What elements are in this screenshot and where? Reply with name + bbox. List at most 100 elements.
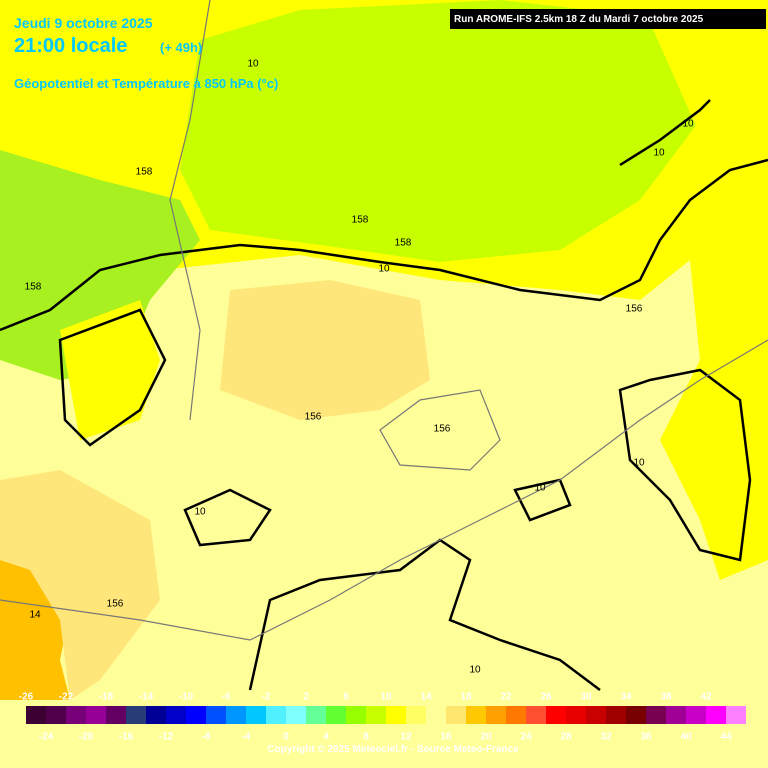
contour-label: 156 [305,412,322,423]
colorbar-label: 34 [620,692,632,703]
contour-label: 10 [378,264,390,275]
color-swatch [46,706,66,724]
color-swatch [126,706,146,724]
contour-label: 10 [534,483,546,494]
color-swatch [426,706,446,724]
copyright: Copyright © 2025 Meteociel.fr - Source M… [267,744,519,755]
color-swatch [26,706,46,724]
color-swatch [566,706,586,724]
color-swatch [546,706,566,724]
contour-label: 10 [469,665,481,676]
time: 21:00 locale [14,35,127,57]
contour-label: 156 [107,599,124,610]
field: Géopotentiel et Température à 850 hPa (°… [14,76,278,91]
colorbar-label: -26 [19,692,34,703]
colorbar-label: 4 [323,732,329,743]
color-swatch [586,706,606,724]
color-swatch [486,706,506,724]
colorbar-label: -16 [119,732,134,743]
colorbar-label: -12 [159,732,174,743]
contour-label: 10 [633,458,645,469]
color-swatch [246,706,266,724]
color-swatch [186,706,206,724]
contour-label: 158 [25,282,42,293]
contours [0,99,768,691]
color-swatch [726,706,746,724]
color-swatch [206,706,226,724]
colorbar-label: -6 [222,692,231,703]
color-swatch [606,706,626,724]
colorbar-label: 36 [640,732,652,743]
color-swatch [406,706,426,724]
color-swatch [286,706,306,724]
contour-label: 10 [653,148,665,159]
colorbar-label: -18 [99,692,114,703]
run-banner [450,9,766,29]
color-swatch [666,706,686,724]
colorbar-label: 8 [363,732,369,743]
contour-label: 10 [194,507,206,518]
color-swatch [226,706,246,724]
colorbar-label: 40 [680,732,692,743]
colorbar-label: -10 [179,692,194,703]
geo-lines [0,0,768,641]
run-info: Run AROME-IFS 2.5km 18 Z du Mardi 7 octo… [454,14,704,25]
colorbar-label: 18 [460,692,472,703]
date: Jeudi 9 octobre 2025 [14,15,153,31]
colorbar-label: 6 [343,692,349,703]
colorbar-label: -24 [39,732,54,743]
colorbar-label: 24 [520,732,532,743]
colorbar-label: 14 [420,692,432,703]
color-swatch [66,706,86,724]
contour-label: 10 [247,59,259,70]
colorbar-label: 16 [440,732,452,743]
color-swatch [326,706,346,724]
contour-label: 158 [136,167,153,178]
color-swatch [706,706,726,724]
colorbar-label: 32 [600,732,612,743]
contour-label: 10 [682,119,694,130]
color-swatch [646,706,666,724]
color-swatch [106,706,126,724]
color-swatch [506,706,526,724]
colorbar-label: 2 [303,692,309,703]
colorbar-label: 22 [500,692,512,703]
color-swatch [306,706,326,724]
colorbar-label: -20 [79,732,94,743]
contour-label: 14 [29,610,41,621]
colorbar-label: -8 [202,732,211,743]
colorbar-label: 28 [560,732,572,743]
contour-label: 156 [434,424,451,435]
colorbar-label: -14 [139,692,154,703]
colorbar-label: -22 [59,692,74,703]
colorbar-label: -4 [242,732,251,743]
colorbar-label: 38 [660,692,672,703]
colorbar-label: 42 [700,692,712,703]
color-swatch [446,706,466,724]
colorbar-label: 20 [480,732,492,743]
colorbar-label: 30 [580,692,592,703]
color-swatch [266,706,286,724]
color-swatch [166,706,186,724]
color-swatch [626,706,646,724]
lead: (+ 49h) [160,40,202,55]
color-swatch [86,706,106,724]
colorbar-label: 12 [400,732,412,743]
color-swatch [366,706,386,724]
contour-label: 158 [352,215,369,226]
color-swatch [386,706,406,724]
colorbar-label: 26 [540,692,552,703]
color-swatch [526,706,546,724]
contour-label: 158 [395,238,412,249]
color-swatch [466,706,486,724]
contour-label: 156 [626,304,643,315]
colorbar-label: 10 [380,692,392,703]
color-swatch [146,706,166,724]
color-swatch [686,706,706,724]
field-shading [0,0,768,700]
colorbar-label: 0 [283,732,289,743]
colorbar-label: -2 [262,692,271,703]
color-swatch [346,706,366,724]
